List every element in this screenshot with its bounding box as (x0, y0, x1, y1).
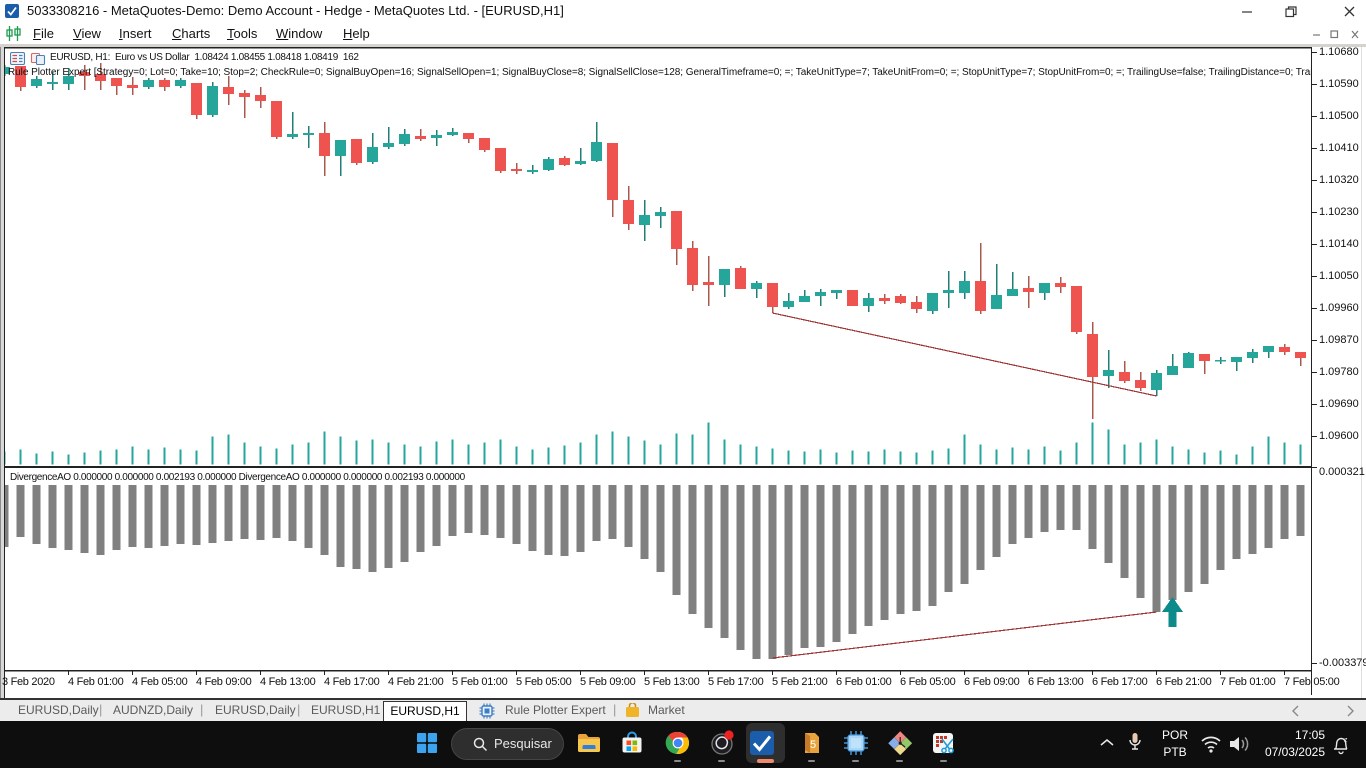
svg-text:z: z (1344, 737, 1348, 744)
svg-text:5: 5 (810, 739, 816, 751)
